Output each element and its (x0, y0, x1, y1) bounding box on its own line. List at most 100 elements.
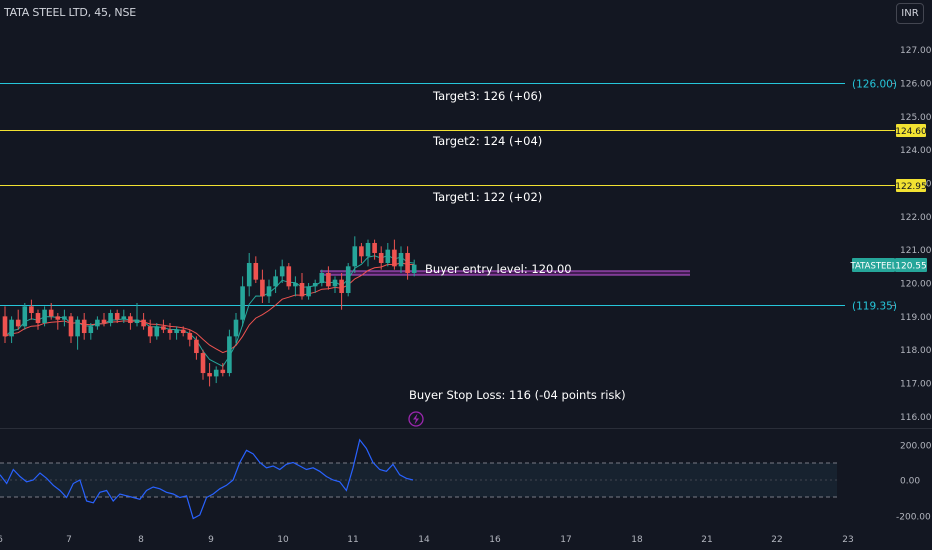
price-tick-label: 118.00 (900, 346, 932, 356)
candle-body[interactable] (108, 313, 113, 324)
candle-body[interactable] (352, 246, 358, 267)
candle-body[interactable] (220, 369, 226, 374)
price-axis[interactable]: 127.00126.00125.00124.00123.00122.00121.… (900, 46, 932, 423)
candle-body[interactable] (378, 252, 384, 263)
entry-label[interactable]: Buyer entry level: 120.00 (425, 262, 572, 276)
candle-body[interactable] (81, 319, 87, 334)
candle-body[interactable] (279, 266, 285, 277)
candle-body[interactable] (233, 319, 239, 337)
candles[interactable] (2, 236, 417, 387)
candle-body[interactable] (147, 326, 153, 337)
candle-body[interactable] (359, 246, 364, 257)
candle-body[interactable] (42, 309, 47, 324)
candle-body[interactable] (398, 252, 404, 267)
candle-body[interactable] (299, 283, 305, 297)
moving-averages (4, 254, 415, 367)
price-tick-label: 124.00 (900, 146, 932, 156)
candle-body[interactable] (22, 306, 28, 327)
candle-body[interactable] (101, 319, 107, 324)
candle-body[interactable] (194, 339, 199, 354)
candle-body[interactable] (75, 319, 80, 337)
candle-body[interactable] (167, 329, 173, 334)
price-tick-label: 127.00 (900, 46, 932, 56)
candle-body[interactable] (48, 309, 54, 317)
candle-body[interactable] (286, 266, 292, 287)
candle-body[interactable] (2, 316, 8, 337)
candle-body[interactable] (207, 373, 212, 377)
candle-body[interactable] (114, 313, 120, 320)
candle-body[interactable] (253, 262, 259, 280)
candle-body[interactable] (240, 286, 245, 320)
candle-body[interactable] (266, 286, 272, 297)
time-axis[interactable]: 6 7 8 9 10 11 14 16 17 18 21 22 23 (0, 535, 854, 545)
candle-body[interactable] (293, 283, 298, 287)
candle-body[interactable] (88, 326, 94, 334)
candle-body[interactable] (121, 316, 127, 320)
currency-button[interactable]: INR (896, 3, 924, 24)
symbol-badge-ticker: TATASTEEL (849, 262, 896, 272)
oscillator-tick-label: -200.00 (896, 513, 931, 523)
time-tick-label: 9 (208, 535, 214, 545)
candle-body[interactable] (365, 242, 371, 257)
time-tick-label: 17 (560, 535, 571, 545)
oscillator-tick-label: 200.00 (900, 442, 932, 452)
candle-body[interactable] (154, 326, 160, 337)
candle-body[interactable] (95, 319, 100, 327)
symbol-title[interactable]: TATA STEEL LTD, 45, NSE (4, 6, 136, 19)
time-tick-label: 11 (347, 535, 358, 545)
oscillator-line (0, 438, 414, 520)
axis-price-labels: (126.00) 124.60 122.95 (119.35) (852, 79, 927, 313)
candle-body[interactable] (246, 262, 252, 287)
price-tick-label: 120.00 (900, 280, 932, 290)
candle-body[interactable] (68, 316, 74, 337)
candle-body[interactable] (128, 316, 133, 324)
candle-body[interactable] (332, 279, 338, 287)
candle-body[interactable] (372, 242, 377, 253)
candle-body[interactable] (174, 329, 179, 334)
target2-label[interactable]: Target2: 124 (+04) (432, 134, 542, 148)
candle-body[interactable] (187, 333, 193, 340)
target3-label[interactable]: Target3: 126 (+06) (432, 89, 542, 103)
time-tick-label: 21 (701, 535, 712, 545)
candle-body[interactable] (62, 316, 67, 320)
candle-body[interactable] (200, 353, 206, 374)
moving-average-line (4, 262, 415, 354)
candle-body[interactable] (260, 279, 265, 297)
candle-body[interactable] (319, 272, 325, 283)
time-tick-label: 8 (138, 535, 144, 545)
candle-body[interactable] (345, 266, 351, 294)
time-tick-label: 16 (489, 535, 501, 545)
candle-body[interactable] (9, 319, 14, 337)
candle-body[interactable] (35, 313, 41, 324)
time-tick-label: 7 (66, 535, 72, 545)
candle-body[interactable] (29, 306, 34, 314)
candle-body[interactable] (141, 319, 146, 327)
candle-body[interactable] (161, 326, 166, 330)
horizontal-lines[interactable] (0, 83, 895, 306)
candle-body[interactable] (312, 283, 318, 287)
entry-zone[interactable] (320, 270, 690, 276)
stop-loss-label[interactable]: Buyer Stop Loss: 116 (-04 points risk) (409, 388, 626, 402)
price-tick-label: 117.00 (900, 380, 932, 390)
candle-body[interactable] (273, 276, 278, 287)
candle-body[interactable] (339, 279, 344, 294)
candle-body[interactable] (385, 249, 391, 263)
candle-body[interactable] (55, 316, 61, 320)
target1-label[interactable]: Target1: 122 (+02) (432, 190, 542, 204)
candle-body[interactable] (134, 319, 140, 324)
candle-body[interactable] (227, 336, 232, 374)
candle-body[interactable] (392, 249, 397, 267)
price-tick-label: 126.00 (900, 79, 932, 89)
candle-body[interactable] (15, 319, 21, 327)
candle-body[interactable] (306, 286, 311, 297)
candle-body[interactable] (405, 252, 410, 273)
symbol-badge-price: 120.55 (895, 262, 927, 272)
candle-body[interactable] (411, 264, 417, 273)
candle-body[interactable] (326, 272, 331, 287)
candle-body[interactable] (180, 329, 186, 334)
oscillator-axis[interactable]: 200.00 0.00 -200.00 (896, 442, 932, 523)
candle-body[interactable] (213, 369, 219, 377)
lightning-icon[interactable] (408, 411, 424, 427)
entry-zone-box[interactable] (320, 271, 690, 275)
